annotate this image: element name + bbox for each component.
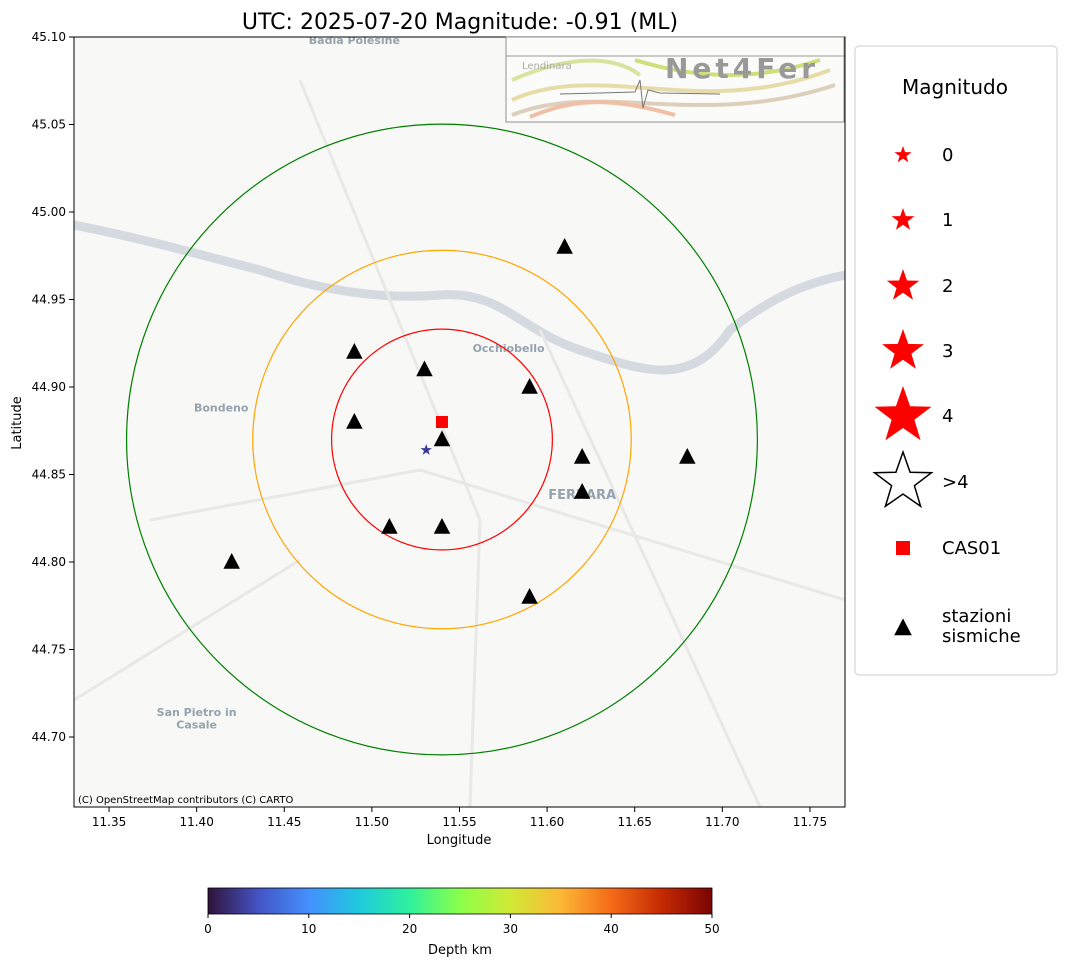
legend-label: 2 [942,276,953,297]
event-star-marker [420,444,432,455]
colorbar [207,887,713,915]
colorbar-tick-label: 0 [204,922,212,936]
y-axis-label: Latitude [10,396,25,450]
distance-circle [330,328,553,551]
y-tick-label: 44.85 [32,468,66,482]
legend-star-icon [886,269,920,300]
place-label: Casale [176,718,217,731]
legend-star-outline-icon [872,449,934,509]
net4fer-logo: Net4Fer Lendinara [505,36,845,123]
x-tick-label: 11.50 [355,815,389,829]
colorbar-tick-label: 40 [604,922,619,936]
basemap: Badia PolesineOcchiobelloBondenoFERRARAS… [74,34,845,807]
colorbar-tick-label: 30 [503,922,518,936]
x-tick-label: 11.60 [530,815,564,829]
distance-circle [125,123,758,756]
colorbar-label: Depth km [428,943,492,958]
legend-square-icon [896,541,910,555]
place-label: Bondeno [194,402,249,415]
place-label: San Pietro in [157,706,237,719]
seismic-station-marker [381,518,398,534]
y-tick-label: 44.70 [32,730,66,744]
seismic-station-marker [433,518,451,534]
seismic-station-marker [679,448,696,464]
place-label: Occhiobello [473,342,545,355]
legend-label: 0 [942,145,953,166]
distance-circle [252,249,632,630]
colorbar-tick-label: 20 [402,922,417,936]
legend-label: 3 [942,341,953,362]
legend-star-icon [874,386,932,441]
seismic-station-marker [573,483,591,499]
y-tick-label: 44.80 [32,555,66,569]
chart-title: UTC: 2025-07-20 Magnitude: -0.91 (ML) [242,10,678,35]
map-attribution: (C) OpenStreetMap contributors (C) CARTO [78,795,293,806]
y-tick-label: 44.95 [32,293,66,307]
seismic-station-marker [433,430,451,447]
x-axis-label: Longitude [427,833,492,848]
legend-label: stazioni sismiche [942,606,1021,647]
legend-label: 1 [942,210,953,231]
logo-text: Net4Fer [665,52,819,85]
legend-box [854,45,1058,676]
y-tick-label: 45.05 [32,118,66,132]
x-tick-label: 11.70 [705,815,739,829]
legend-star-icon [882,329,924,369]
y-tick-label: 44.90 [32,380,66,394]
seismic-station-marker [573,448,591,464]
seismic-station-marker [223,553,240,569]
logo-place-label: Lendinara [522,61,572,72]
legend-triangle-icon [894,618,912,636]
legend-star-icon [891,208,915,230]
legend-star-icon [894,146,912,163]
seismic-station-marker [521,588,538,604]
seismic-station-marker [521,378,538,394]
seismic-station-marker [346,413,363,429]
x-tick-label: 11.75 [793,815,827,829]
legend-label: >4 [942,472,969,493]
x-tick-label: 11.35 [92,815,126,829]
place-label: Badia Polesine [309,34,400,47]
y-tick-label: 45.10 [32,30,66,44]
legend-title: Magnitudo [902,75,1008,99]
colorbar-tick-label: 50 [704,922,719,936]
legend-label: 4 [942,406,953,427]
seismic-station-marker [346,343,363,359]
y-tick-label: 45.00 [32,205,66,219]
x-tick-label: 11.65 [618,815,652,829]
y-tick-label: 44.75 [32,643,66,657]
x-tick-label: 11.40 [179,815,213,829]
cas01-marker [435,416,448,428]
x-tick-label: 11.45 [267,815,301,829]
x-tick-label: 11.55 [442,815,476,829]
colorbar-tick-label: 10 [301,922,316,936]
legend-label: CAS01 [942,538,1001,559]
seismic-station-marker [416,360,433,377]
seismic-station-marker [556,238,573,254]
